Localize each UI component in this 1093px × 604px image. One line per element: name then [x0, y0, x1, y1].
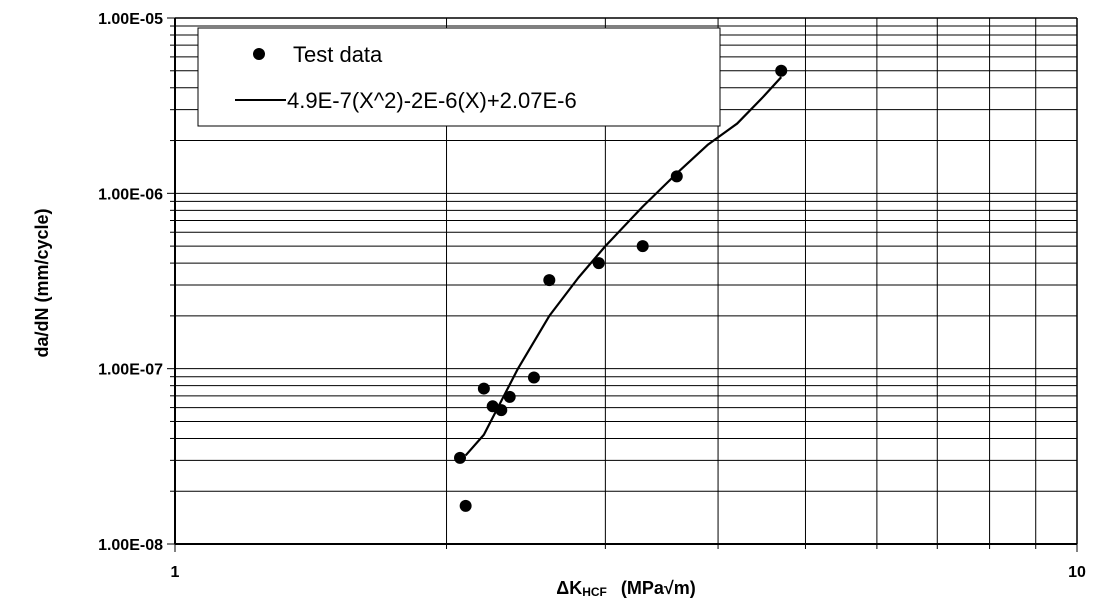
series-layer [454, 64, 788, 512]
data-point [459, 499, 472, 512]
y-tick-label: 1.00E-07 [98, 362, 163, 379]
data-point [495, 404, 508, 417]
data-point [775, 64, 788, 77]
data-point [670, 170, 683, 183]
data-point [636, 240, 649, 253]
x-axis-title-subscript: HCF [582, 585, 607, 599]
y-axis-title: da/dN (mm/cycle) [32, 208, 52, 357]
x-tick-labels: 1 10 [171, 564, 1086, 581]
y-tick-label: 1.00E-06 [98, 186, 163, 203]
data-point [592, 257, 605, 270]
legend-label-fit: 4.9E-7(X^2)-2E-6(X)+2.07E-6 [287, 88, 577, 113]
y-tick-label: 1.00E-08 [98, 537, 163, 554]
axes [167, 17, 1078, 552]
data-point [454, 451, 467, 464]
legend-box [197, 27, 721, 127]
data-point [527, 371, 540, 384]
legend: Test data 4.9E-7(X^2)-2E-6(X)+2.07E-6 [197, 27, 721, 127]
y-tick-label: 1.00E-05 [98, 11, 163, 28]
x-tick-label: 1 [171, 564, 180, 581]
x-axis-title-prefix: ΔK [556, 578, 582, 598]
data-point [477, 382, 490, 395]
legend-label-test-data: Test data [293, 42, 383, 67]
x-tick-label: 10 [1068, 564, 1086, 581]
y-tick-labels: 1.00E-08 1.00E-07 1.00E-06 1.00E-05 [98, 11, 163, 554]
fit-curve [464, 76, 783, 457]
x-axis-title-unit: (MPa√m) [621, 578, 696, 598]
x-axis-title: ΔKHCF (MPa√m) [556, 578, 696, 599]
legend-marker-test-data [253, 48, 265, 60]
data-point [543, 274, 556, 287]
data-point [503, 390, 516, 403]
